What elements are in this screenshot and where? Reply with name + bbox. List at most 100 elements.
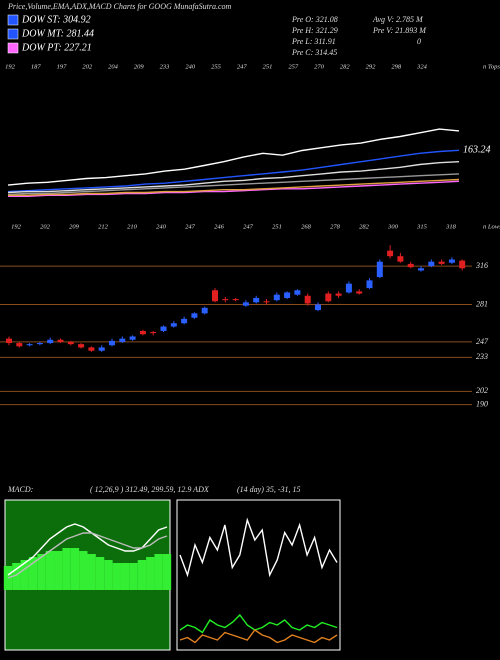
page-title: Price,Volume,EMA,ADX,MACD Charts for GOO… (7, 2, 232, 11)
series-line (7, 173, 460, 196)
candle-body (16, 343, 23, 347)
histogram-bar (104, 560, 113, 590)
histogram-bar (54, 551, 63, 590)
series-line (8, 178, 460, 196)
candle-body (304, 295, 311, 304)
level-label: 316 (475, 261, 488, 270)
low-label: 315 (416, 223, 428, 230)
macd-params: ( 12,26,9 ) 312.49, 299.59, 12.9 ADX (90, 485, 210, 494)
low-label: 251 (272, 223, 282, 230)
top-label: 255 (211, 63, 222, 70)
candle-body (418, 268, 424, 271)
legend-swatch (7, 28, 19, 40)
stat: Pre L: 311.91 (291, 37, 336, 46)
level-label: 233 (476, 352, 488, 361)
low-label: 210 (127, 223, 138, 230)
stat: Pre C: 314.45 (291, 48, 337, 57)
low-label: 209 (69, 223, 80, 230)
histogram-bar (87, 554, 96, 590)
level-label: 190 (476, 399, 488, 408)
candle-body (36, 343, 43, 345)
candle-body (325, 293, 332, 302)
panel (176, 499, 341, 651)
series-line (179, 629, 338, 644)
top-label: 324 (416, 63, 428, 70)
candle-body (294, 290, 301, 295)
candle-body (6, 338, 12, 344)
low-label: 202 (40, 223, 51, 230)
legend-label: DOW PT: 227.21 (21, 42, 92, 53)
candle-body (88, 347, 95, 351)
candle-body (397, 256, 404, 262)
level-label: 247 (476, 337, 489, 346)
top-label: 240 (185, 63, 196, 70)
candle-body (459, 260, 466, 269)
candle-body (345, 283, 352, 293)
top-label: 202 (82, 63, 93, 70)
level-label: 281 (476, 299, 488, 308)
candle-body (191, 313, 198, 318)
stat: Pre O: 321.08 (291, 15, 338, 24)
candle-body (222, 299, 229, 301)
adx-params: (14 day) 35, -31, 15 (237, 485, 301, 494)
top-label: 292 (366, 63, 377, 70)
legend-label: DOW MT: 281.44 (21, 28, 94, 39)
histogram-bar (112, 563, 121, 590)
candle-body (98, 347, 105, 351)
low-label: 192 (11, 223, 22, 230)
legend-swatch (7, 14, 19, 26)
top-label: 257 (288, 63, 299, 70)
series-line (7, 149, 460, 193)
low-label: 247 (185, 223, 196, 230)
series-line (179, 517, 338, 578)
low-label: 212 (98, 223, 109, 230)
top-label: 192 (5, 63, 16, 70)
histogram-bar (137, 560, 147, 590)
series-line (7, 128, 460, 186)
top-labels-title: n Tops (483, 63, 500, 70)
low-labels-title: n Lows (483, 223, 500, 230)
low-label: 268 (301, 223, 312, 230)
low-label: 318 (445, 223, 457, 230)
level-label: 202 (476, 386, 488, 395)
last-value-label: 163.24 (463, 145, 491, 156)
top-label: 204 (108, 63, 119, 70)
histogram-bar (154, 554, 163, 590)
candle-body (170, 323, 177, 327)
low-label: 240 (156, 223, 167, 230)
candle-body (273, 294, 280, 301)
top-label: 233 (160, 63, 171, 70)
candle-body (67, 341, 74, 345)
series-line (8, 180, 460, 197)
histogram-bar (162, 554, 172, 590)
histogram-bar (28, 557, 38, 590)
histogram-bar (70, 548, 80, 590)
candle-body (160, 326, 167, 331)
top-label: 298 (391, 63, 402, 70)
histogram-bar (120, 563, 130, 590)
top-label: 251 (263, 63, 273, 70)
histogram-bar (129, 563, 138, 590)
candle-body (129, 336, 136, 340)
macd-label: MACD: (7, 485, 34, 494)
candle-body (253, 297, 260, 303)
low-label: 278 (330, 223, 341, 230)
candle-body (119, 338, 126, 342)
top-label: 209 (134, 63, 145, 70)
histogram-bar (146, 557, 155, 590)
top-label: 197 (57, 63, 68, 70)
low-label: 300 (387, 223, 399, 230)
candle-body (139, 330, 146, 335)
stat: 0 (417, 37, 421, 46)
candle-body (109, 340, 115, 346)
candle-body (366, 280, 373, 289)
candle-body (201, 307, 208, 314)
candle-body (315, 304, 321, 311)
top-label: 282 (340, 63, 351, 70)
top-label: 187 (31, 63, 42, 70)
candle-body (232, 299, 239, 301)
candle-body (356, 291, 363, 294)
top-label: 247 (237, 63, 248, 70)
candle-body (242, 302, 249, 306)
